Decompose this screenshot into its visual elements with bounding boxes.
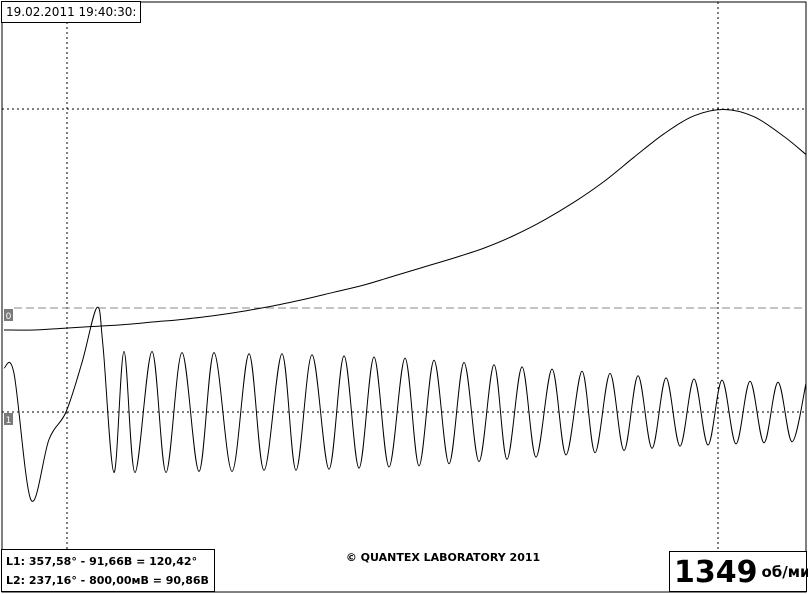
timestamp-label: 19.02.2011 19:40:30: — [1, 1, 142, 23]
copyright-label: © QUANTEX LABORATORY 2011 — [345, 551, 541, 564]
channel-1-marker-label: 1 — [6, 416, 12, 426]
trace-channel-0 — [3, 108, 807, 331]
cursor-readout-panel: L1: 357,58° - 91,66В = 120,42° L2: 237,1… — [1, 549, 215, 592]
rpm-value: 1349 — [674, 555, 758, 590]
trace-layer — [3, 108, 807, 502]
trace-channel-1 — [3, 306, 807, 502]
rpm-unit: об/мин — [761, 563, 808, 581]
channel-1-marker[interactable]: 1 — [4, 413, 13, 426]
channel-0-marker-label: 0 — [6, 312, 12, 322]
channel-0-marker[interactable]: 0 — [4, 309, 13, 322]
cursor-l1-readout: L1: 357,58° - 91,66В = 120,42° — [6, 555, 198, 568]
cursor-l2-readout: L2: 237,16° - 800,00мВ = 90,86В — [6, 574, 209, 587]
